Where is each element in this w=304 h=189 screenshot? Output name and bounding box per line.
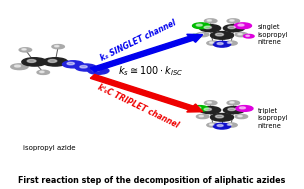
Text: singlet
isopropyl
nitrene: singlet isopropyl nitrene — [258, 24, 288, 45]
Ellipse shape — [225, 41, 237, 45]
Ellipse shape — [213, 123, 231, 129]
Ellipse shape — [196, 24, 202, 26]
Ellipse shape — [228, 26, 235, 29]
Ellipse shape — [228, 108, 235, 111]
Ellipse shape — [230, 102, 234, 103]
Ellipse shape — [225, 123, 237, 127]
Ellipse shape — [92, 69, 100, 71]
Ellipse shape — [204, 26, 212, 29]
Ellipse shape — [191, 106, 208, 111]
Ellipse shape — [22, 58, 47, 66]
FancyArrow shape — [90, 74, 203, 112]
Ellipse shape — [199, 33, 203, 35]
Ellipse shape — [15, 65, 21, 67]
Ellipse shape — [210, 113, 233, 121]
Ellipse shape — [199, 25, 221, 32]
Ellipse shape — [43, 58, 67, 66]
Ellipse shape — [213, 41, 231, 47]
Ellipse shape — [48, 60, 57, 62]
Ellipse shape — [192, 23, 210, 29]
Ellipse shape — [192, 35, 196, 36]
Ellipse shape — [207, 123, 219, 127]
Ellipse shape — [238, 24, 244, 26]
Ellipse shape — [52, 45, 64, 49]
Ellipse shape — [227, 42, 232, 43]
Ellipse shape — [205, 101, 217, 105]
Ellipse shape — [230, 20, 234, 21]
Ellipse shape — [217, 43, 223, 45]
Ellipse shape — [55, 45, 59, 47]
Ellipse shape — [216, 115, 223, 118]
Ellipse shape — [22, 49, 26, 50]
Text: kₛ SINGLET channel: kₛ SINGLET channel — [99, 18, 178, 63]
Ellipse shape — [196, 114, 209, 119]
Text: isopropyl azide: isopropyl azide — [23, 145, 75, 151]
Ellipse shape — [204, 108, 212, 111]
FancyArrow shape — [90, 34, 203, 72]
Ellipse shape — [37, 70, 50, 74]
Ellipse shape — [235, 114, 247, 119]
Ellipse shape — [199, 115, 203, 117]
Ellipse shape — [190, 34, 200, 38]
Ellipse shape — [207, 41, 219, 45]
Ellipse shape — [235, 33, 247, 37]
Ellipse shape — [63, 61, 84, 68]
Ellipse shape — [227, 101, 240, 105]
Ellipse shape — [209, 124, 214, 125]
Ellipse shape — [27, 60, 36, 62]
Ellipse shape — [227, 19, 240, 23]
Ellipse shape — [195, 107, 201, 109]
Ellipse shape — [205, 19, 217, 23]
Ellipse shape — [75, 64, 96, 71]
Ellipse shape — [246, 35, 250, 36]
Ellipse shape — [40, 71, 44, 73]
Ellipse shape — [236, 106, 253, 111]
Ellipse shape — [217, 125, 223, 126]
Ellipse shape — [88, 67, 109, 74]
Ellipse shape — [234, 23, 251, 29]
Ellipse shape — [11, 64, 28, 70]
Ellipse shape — [207, 20, 212, 21]
Text: kᴵₛC TRIPLET channel: kᴵₛC TRIPLET channel — [97, 82, 181, 130]
Ellipse shape — [19, 48, 32, 52]
Ellipse shape — [209, 42, 214, 43]
Text: triplet
isopropyl
nitrene: triplet isopropyl nitrene — [258, 108, 288, 129]
Ellipse shape — [244, 34, 254, 38]
Ellipse shape — [223, 107, 244, 114]
Ellipse shape — [199, 107, 221, 114]
Ellipse shape — [207, 102, 212, 103]
Ellipse shape — [223, 25, 244, 32]
Ellipse shape — [210, 32, 233, 39]
Text: $k_s \cong 100 \cdot k_{ISC}$: $k_s \cong 100 \cdot k_{ISC}$ — [118, 64, 183, 78]
Ellipse shape — [240, 107, 245, 109]
Text: First reaction step of the decomposition of aliphatic azides: First reaction step of the decomposition… — [18, 176, 286, 185]
Ellipse shape — [216, 33, 223, 36]
Ellipse shape — [227, 124, 232, 125]
Ellipse shape — [238, 33, 242, 35]
Ellipse shape — [196, 33, 209, 37]
Ellipse shape — [238, 115, 242, 117]
Ellipse shape — [80, 66, 87, 68]
Ellipse shape — [67, 62, 74, 65]
